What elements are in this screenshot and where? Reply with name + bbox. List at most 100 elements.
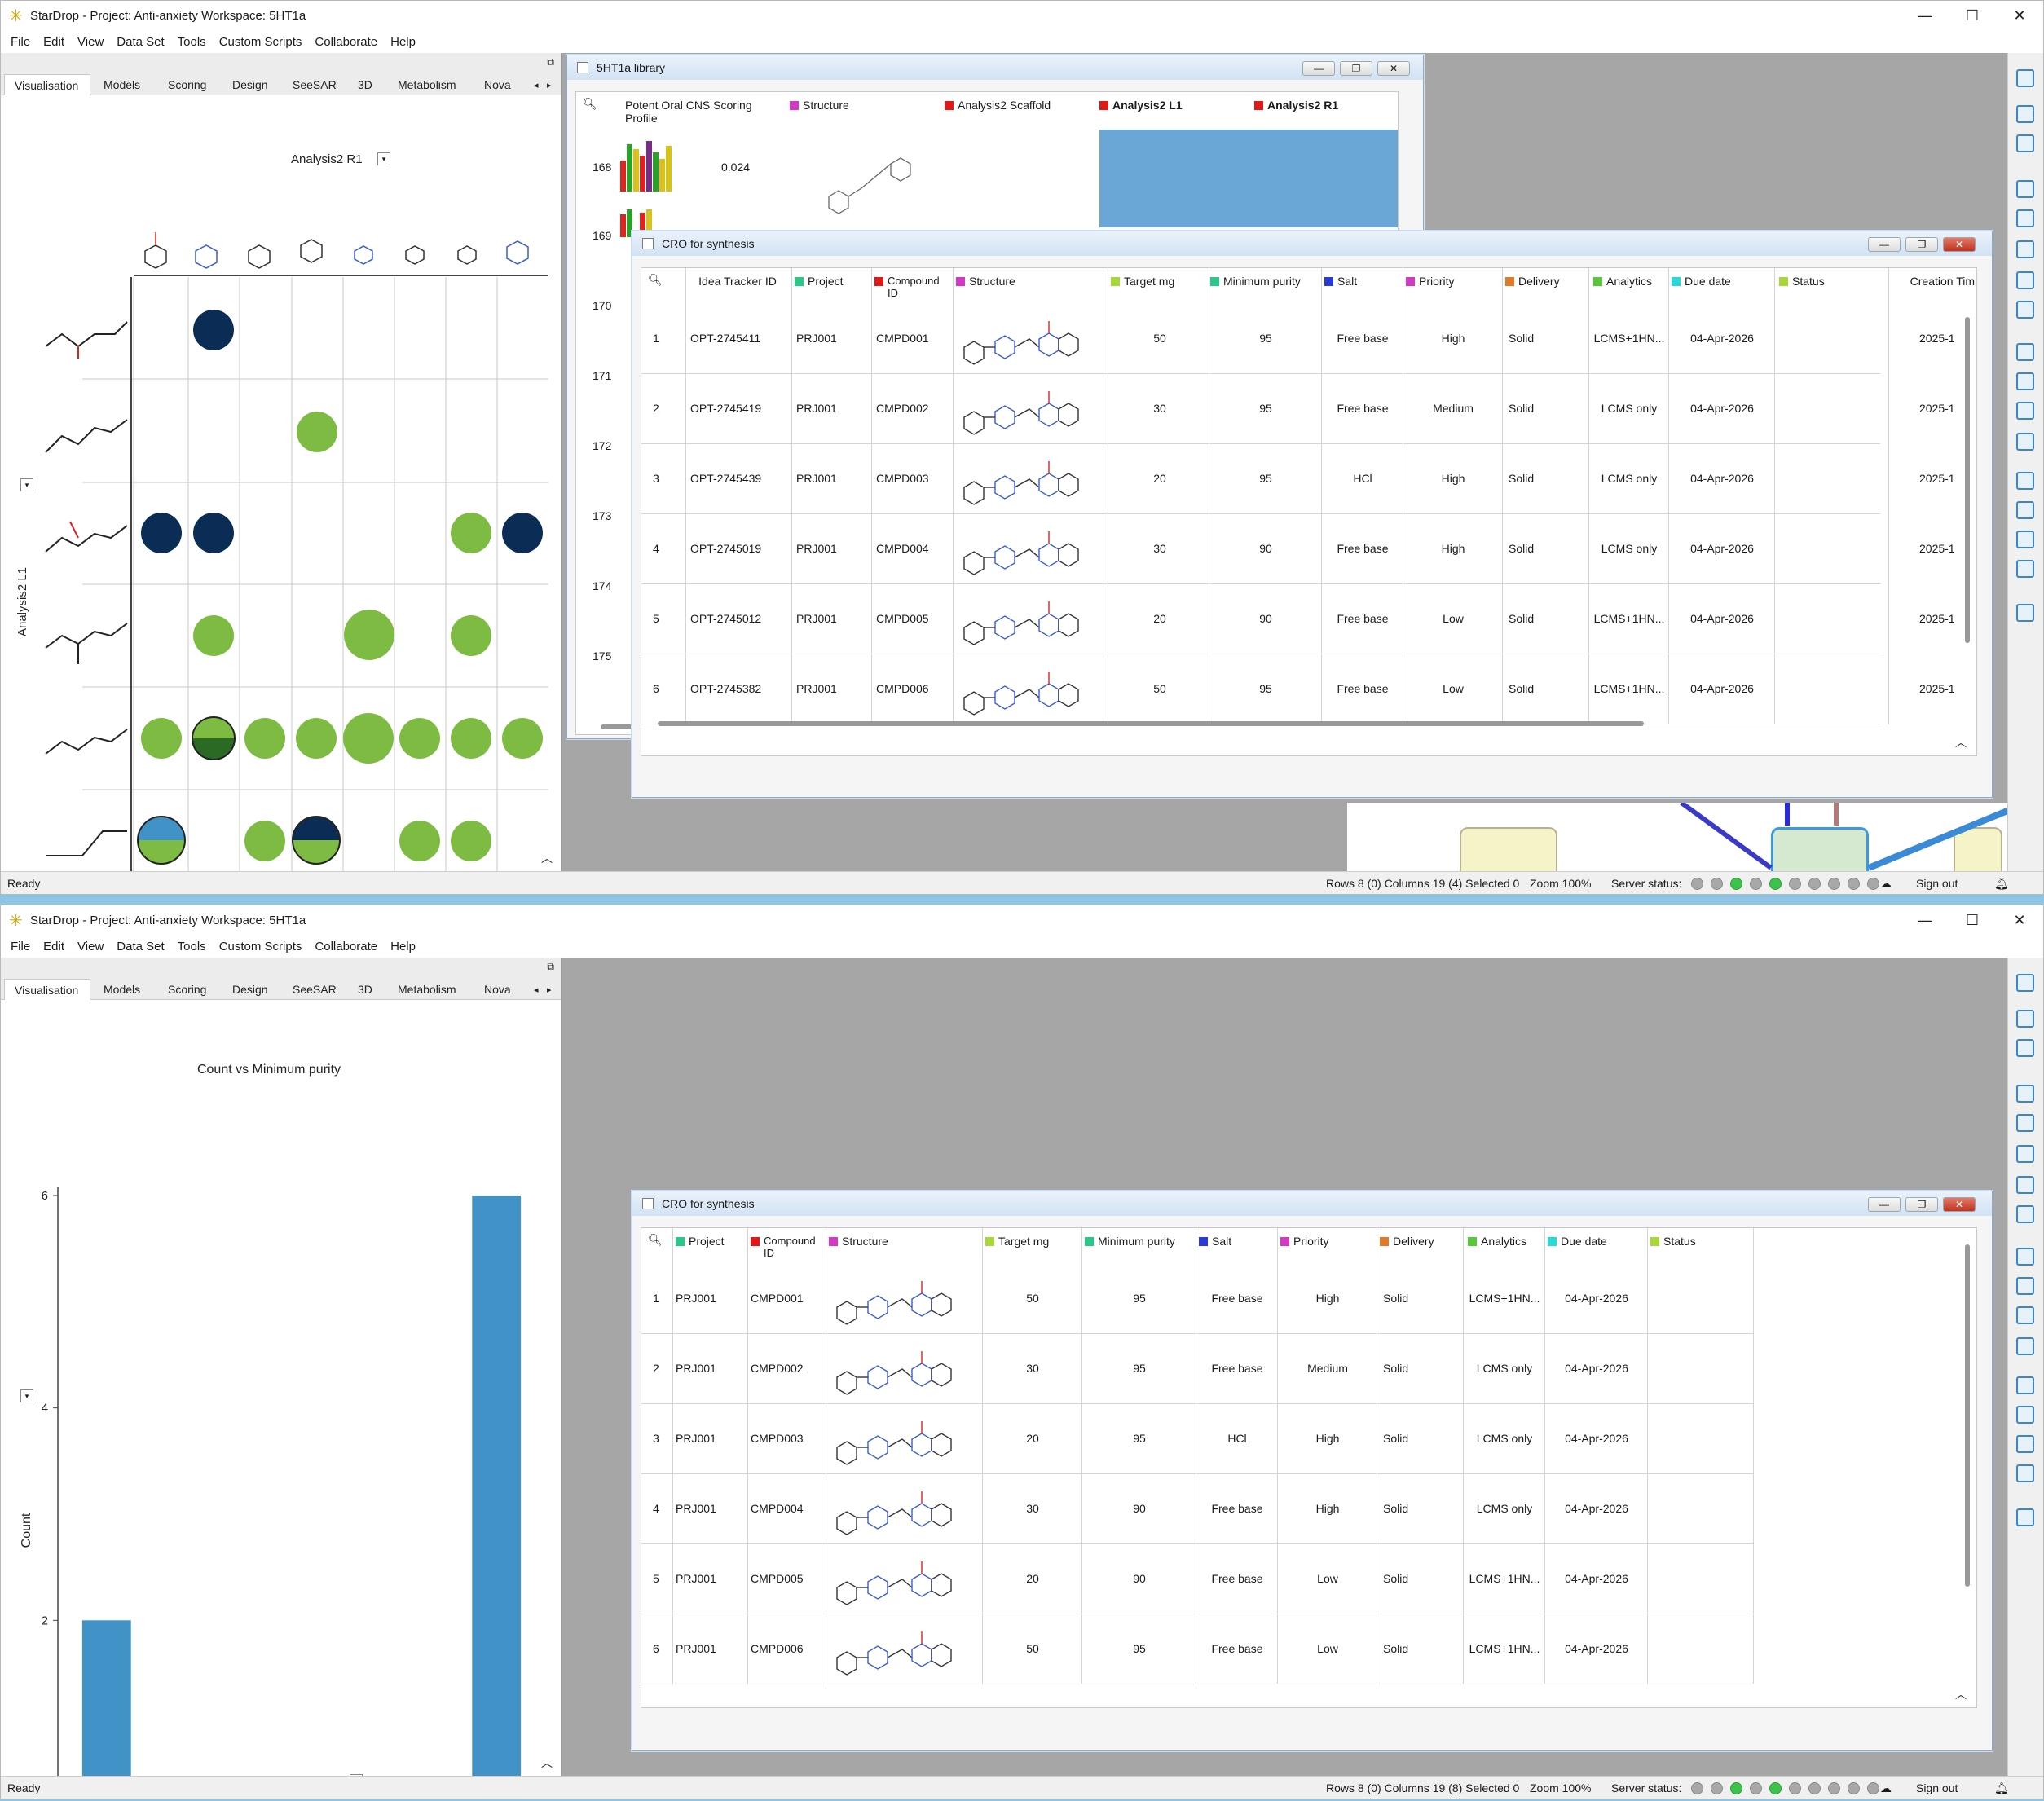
matrix-cell-circle[interactable] — [141, 718, 182, 759]
cell-project[interactable]: PRJ001 — [796, 472, 837, 485]
menu-tools[interactable]: Tools — [177, 34, 206, 49]
header-analytics[interactable]: Analytics — [1468, 1228, 1546, 1262]
cell-project[interactable]: PRJ001 — [796, 332, 837, 345]
tab-scroll-right-icon[interactable]: ▸ — [547, 984, 552, 995]
cell-due[interactable]: 04-Apr-2026 — [1690, 682, 1754, 695]
tab-models[interactable]: Models — [104, 78, 141, 91]
cell-analytics[interactable]: LCMS only — [1601, 472, 1658, 485]
horizontal-scrollbar[interactable] — [601, 724, 650, 729]
cloud-sync-icon[interactable]: ☁ — [1880, 877, 1892, 890]
header-structure[interactable]: Structure — [790, 92, 936, 126]
cell-n[interactable]: 2 — [653, 1362, 659, 1375]
table-icon[interactable] — [2016, 240, 2034, 258]
float-panel-icon[interactable]: ⧉ — [547, 56, 554, 68]
minimize-button[interactable]: — — [1868, 237, 1901, 252]
cell-delivery[interactable]: Solid — [1509, 332, 1535, 345]
cell-cid[interactable]: CMPD002 — [876, 402, 929, 415]
cell-created[interactable]: 2025-1 — [1919, 472, 1955, 485]
cell-mg[interactable]: 50 — [1153, 332, 1166, 345]
tab-nova[interactable]: Nova — [484, 983, 511, 996]
cell-delivery[interactable]: Solid — [1509, 682, 1535, 695]
cell-analytics[interactable]: LCMS+1HN... — [1469, 1642, 1540, 1655]
menu-data-set[interactable]: Data Set — [117, 34, 165, 49]
cell-mg[interactable]: 50 — [1026, 1642, 1039, 1655]
menu-help[interactable]: Help — [390, 939, 416, 953]
cell-priority[interactable]: High — [1441, 472, 1465, 485]
cell-n[interactable]: 4 — [653, 1502, 659, 1515]
tab-models[interactable]: Models — [104, 983, 141, 996]
header-analytics[interactable]: Analytics — [1593, 268, 1667, 302]
menu-collaborate[interactable]: Collaborate — [315, 34, 378, 49]
header-r1[interactable]: Analysis2 R1 — [1254, 92, 1393, 126]
collapse-chevron-icon[interactable]: ︿ — [1955, 736, 1967, 749]
header-delivery[interactable]: Delivery — [1505, 268, 1587, 302]
cell-delivery[interactable]: Solid — [1383, 1502, 1409, 1515]
cell-delivery[interactable]: Solid — [1383, 1362, 1409, 1375]
matrix-cell-circle[interactable] — [399, 821, 440, 861]
row-dropdown-icon[interactable]: ▾ — [20, 478, 33, 491]
cell-purity[interactable]: 90 — [1133, 1572, 1146, 1585]
cell-cid[interactable]: CMPD005 — [876, 612, 929, 625]
header-creation-time[interactable]: Creation Tim — [1910, 275, 1975, 288]
header-target-mg[interactable]: Target mg — [985, 1228, 1075, 1262]
close-button[interactable]: ✕ — [1377, 61, 1410, 76]
header-compound-id[interactable]: Compound ID — [874, 268, 948, 302]
header-scaffold[interactable]: Analysis2 Scaffold — [945, 92, 1091, 126]
cell-cid[interactable]: CMPD005 — [751, 1572, 804, 1585]
selected-cells[interactable] — [1099, 130, 1398, 227]
cell-salt[interactable]: HCl — [1227, 1432, 1247, 1445]
cell-salt[interactable]: Free base — [1337, 612, 1389, 625]
matrix-cell-circle[interactable] — [344, 610, 394, 660]
structure-image[interactable] — [954, 517, 1093, 582]
cell-priority[interactable]: Low — [1443, 612, 1464, 625]
menu-file[interactable]: File — [11, 939, 31, 953]
collapse-chevron-icon[interactable]: ︿ — [1955, 1688, 1967, 1701]
cell-priority[interactable]: High — [1315, 1502, 1340, 1515]
cell-priority[interactable]: Low — [1317, 1572, 1338, 1585]
structures-icon[interactable] — [2016, 134, 2034, 152]
table-settings-icon[interactable] — [2016, 531, 2034, 548]
matrix-cell-circle[interactable] — [502, 718, 543, 759]
cell-n[interactable]: 5 — [653, 1572, 659, 1585]
cell-idea[interactable]: OPT-2745419 — [690, 402, 762, 415]
cell-due[interactable]: 04-Apr-2026 — [1565, 1502, 1628, 1515]
vertical-scrollbar[interactable] — [1965, 317, 1970, 643]
cell-purity[interactable]: 95 — [1259, 682, 1272, 695]
cell-priority[interactable]: Low — [1443, 682, 1464, 695]
menu-custom-scripts[interactable]: Custom Scripts — [218, 939, 302, 953]
grid-icon[interactable] — [2016, 472, 2034, 490]
cell-project[interactable]: PRJ001 — [676, 1432, 716, 1445]
close-button[interactable]: ✕ — [2013, 911, 2026, 928]
cell-mg[interactable]: 20 — [1026, 1432, 1039, 1445]
cell-salt[interactable]: Free base — [1337, 332, 1389, 345]
cell-priority[interactable]: Medium — [1307, 1362, 1348, 1375]
minimize-button[interactable]: — — [1868, 1197, 1901, 1212]
structure-image[interactable] — [954, 657, 1093, 722]
cell-project[interactable]: PRJ001 — [676, 1642, 716, 1655]
cell-created[interactable]: 2025-1 — [1919, 402, 1955, 415]
matrix-cell-circle[interactable] — [451, 718, 491, 759]
tab-scroll-left-icon[interactable]: ◂ — [534, 80, 539, 90]
search-icon[interactable]: 🔍︎ — [648, 1233, 663, 1246]
cell-cid[interactable]: CMPD001 — [876, 332, 929, 345]
sign-out-link[interactable]: Sign out — [1916, 877, 1958, 890]
menu-custom-scripts[interactable]: Custom Scripts — [218, 34, 302, 49]
cell-purity[interactable]: 90 — [1259, 612, 1272, 625]
matrix-cell-circle[interactable] — [292, 816, 341, 865]
cell-n[interactable]: 5 — [653, 612, 659, 625]
minimize-button[interactable]: — — [1918, 911, 1932, 928]
float-panel-icon[interactable]: ⧉ — [547, 961, 554, 972]
header-structure[interactable]: Structure — [829, 1228, 976, 1262]
tab-scroll-right-icon[interactable]: ▸ — [547, 80, 552, 90]
cell-analytics[interactable]: LCMS+1HN... — [1593, 682, 1665, 695]
maximize-button[interactable]: ☐ — [1965, 7, 1980, 24]
cell-mg[interactable]: 30 — [1153, 402, 1166, 415]
cell-analytics[interactable]: LCMS+1HN... — [1593, 332, 1665, 345]
header-project[interactable]: Project — [795, 268, 868, 302]
sort-icon[interactable] — [2016, 271, 2034, 289]
tab-visualisation[interactable]: Visualisation — [4, 74, 90, 95]
structure-image[interactable] — [954, 376, 1093, 442]
cell-n[interactable]: 3 — [653, 472, 659, 485]
tab-3d[interactable]: 3D — [358, 983, 372, 996]
cell-idea[interactable]: OPT-2745439 — [690, 472, 762, 485]
